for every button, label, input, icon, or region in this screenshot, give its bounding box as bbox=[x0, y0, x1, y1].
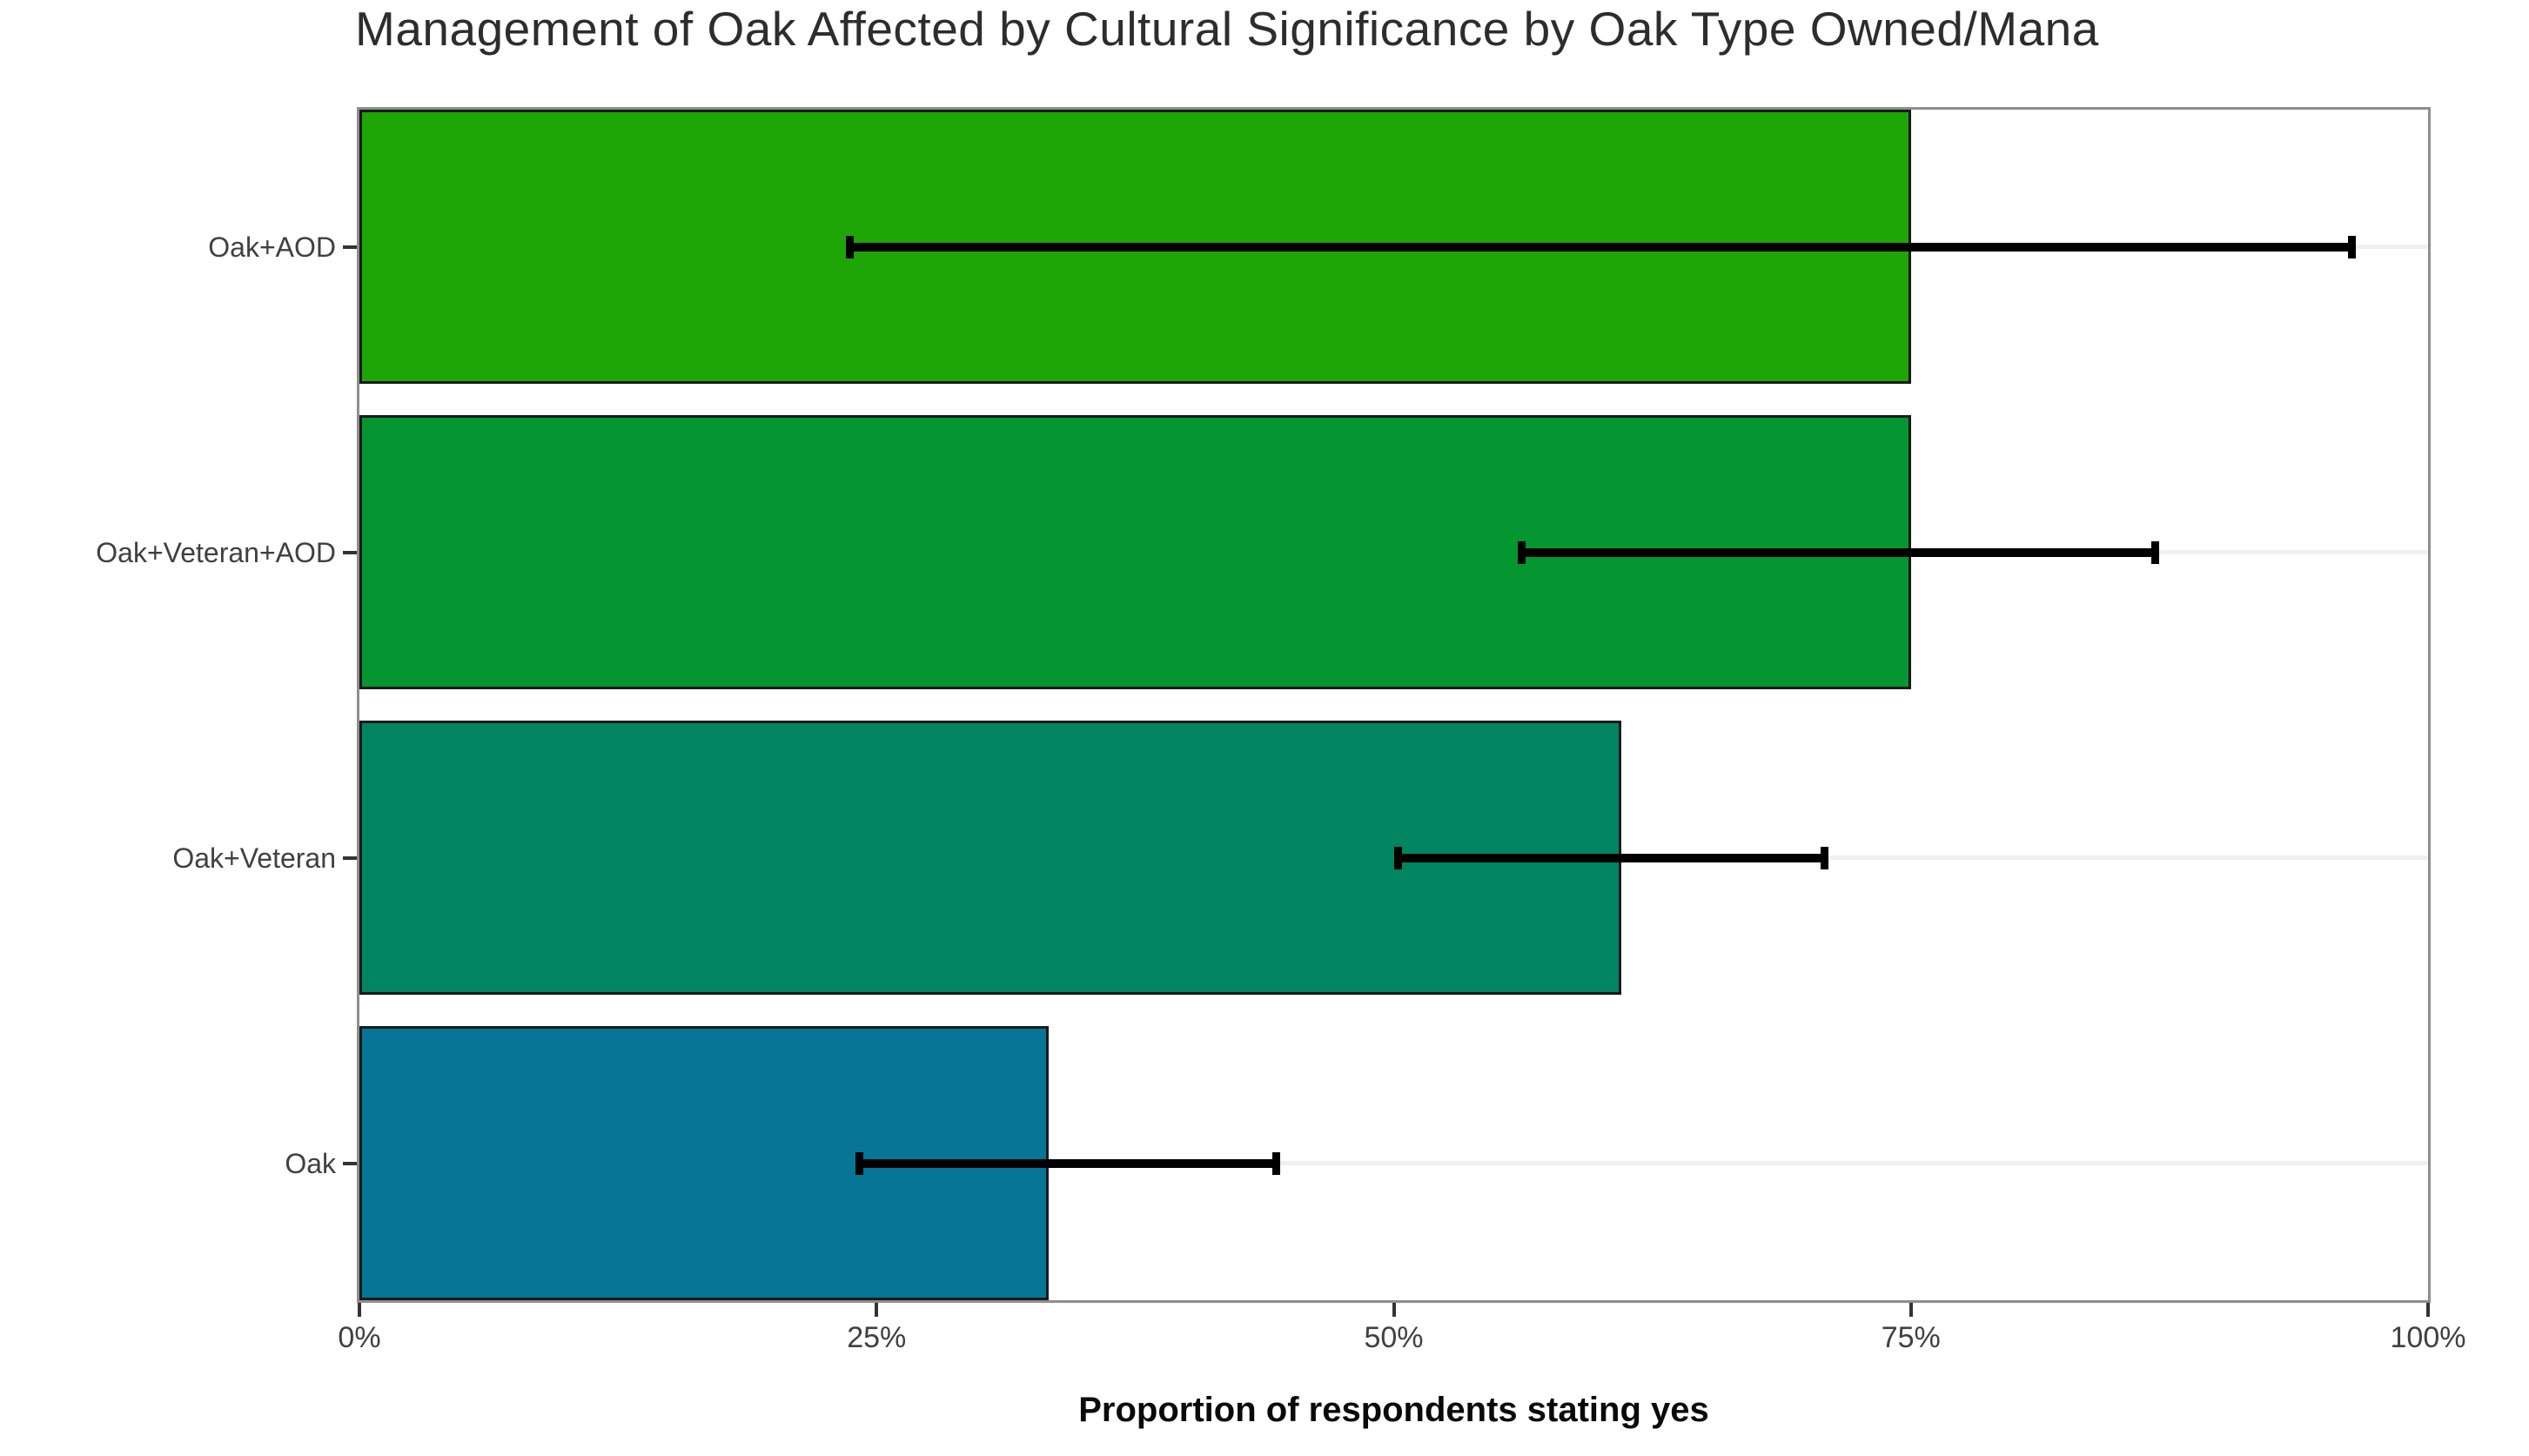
x-tick-50 bbox=[1392, 1303, 1396, 1317]
y-tick-oak-veteran-aod bbox=[343, 550, 357, 554]
error-bar-oak-aod bbox=[845, 242, 2356, 252]
error-bar-cap-low-oak-veteran-aod bbox=[1518, 540, 1526, 564]
error-bar-cap-high-oak-veteran-aod bbox=[2150, 540, 2159, 564]
x-tick-75 bbox=[1908, 1303, 1913, 1317]
error-bar-cap-high-oak bbox=[1271, 1151, 1280, 1175]
x-tick-label-100: 100% bbox=[2390, 1321, 2466, 1354]
x-tick-label-25: 25% bbox=[847, 1321, 907, 1354]
x-tick-0 bbox=[358, 1303, 361, 1317]
error-bar-cap-high-oak-veteran bbox=[1820, 846, 1828, 869]
y-tick-oak-aod bbox=[343, 245, 357, 249]
y-axis-label-oak-veteran-aod: Oak+Veteran+AOD bbox=[96, 536, 336, 568]
x-tick-label-0: 0% bbox=[338, 1321, 381, 1354]
error-bar-oak-veteran-aod bbox=[1518, 547, 2159, 557]
chart-title: Management of Oak Affected by Cultural S… bbox=[355, 2, 2099, 56]
plot-area bbox=[357, 107, 2431, 1303]
error-bar-cap-high-oak-aod bbox=[2347, 235, 2356, 258]
x-axis-title: Proportion of respondents stating yes bbox=[1078, 1391, 1709, 1429]
error-bar-cap-low-oak-aod bbox=[845, 235, 854, 258]
y-axis-label-oak-veteran: Oak+Veteran bbox=[172, 842, 336, 874]
y-tick-oak-veteran bbox=[343, 855, 357, 860]
y-tick-oak bbox=[343, 1161, 357, 1165]
x-tick-25 bbox=[875, 1303, 879, 1317]
x-tick-label-50: 50% bbox=[1364, 1321, 1424, 1354]
gridline-oak bbox=[359, 1161, 2428, 1165]
x-tick-100 bbox=[2426, 1303, 2430, 1317]
y-axis-label-oak: Oak bbox=[285, 1147, 336, 1179]
y-axis-label-oak-aod: Oak+AOD bbox=[208, 231, 336, 263]
error-bar-cap-low-oak-veteran bbox=[1393, 846, 1402, 869]
x-tick-label-75: 75% bbox=[1881, 1321, 1941, 1354]
error-bar-oak bbox=[855, 1158, 1280, 1168]
error-bar-oak-veteran bbox=[1393, 853, 1828, 862]
error-bar-cap-low-oak bbox=[855, 1151, 864, 1175]
